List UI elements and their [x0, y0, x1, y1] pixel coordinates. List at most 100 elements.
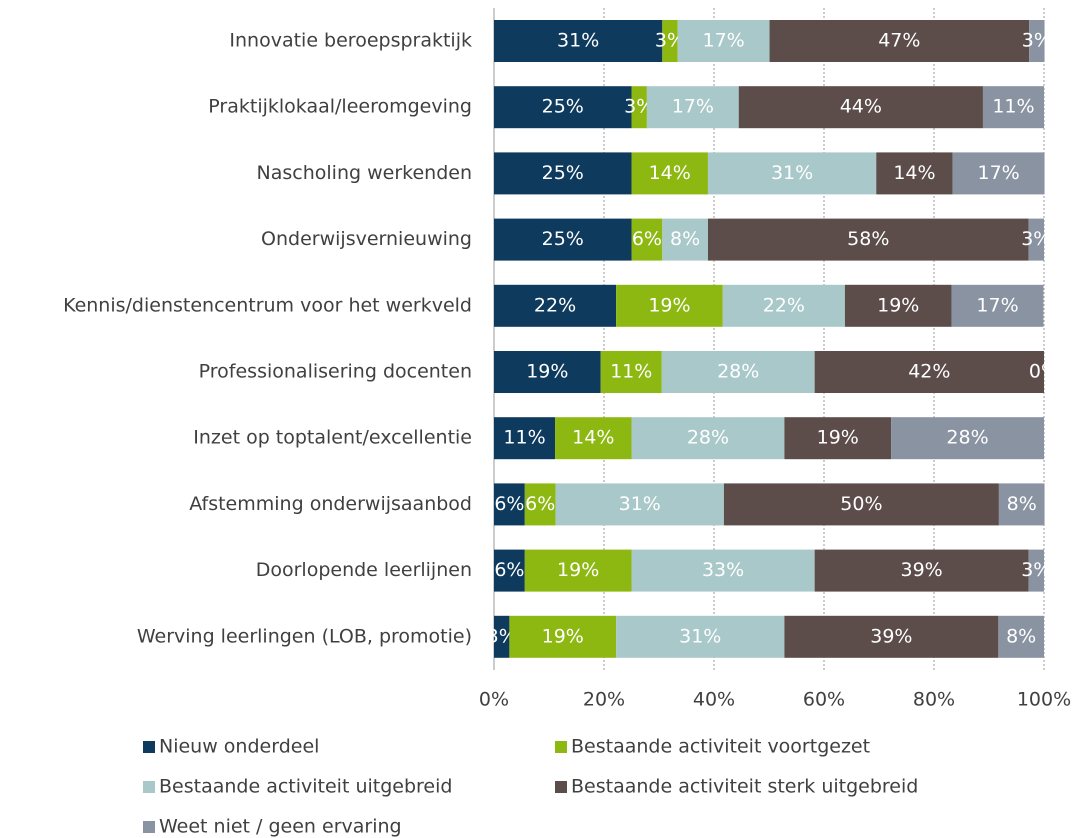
data-label: 50% — [840, 493, 882, 515]
bar-segment — [769, 20, 1030, 62]
bar-segment — [631, 86, 647, 129]
bar-segment — [494, 549, 525, 592]
data-label: 42% — [908, 361, 950, 383]
bar-segment — [555, 417, 632, 460]
data-label: 11% — [992, 96, 1034, 118]
y-tick-label: Inzet op toptalent/excellentie — [193, 427, 472, 449]
bar-segment — [661, 351, 815, 393]
data-label: 47% — [878, 30, 920, 52]
y-tick-label: Onderwijsvernieuwing — [261, 228, 472, 250]
bar-segment — [1028, 218, 1044, 261]
data-label: 31% — [679, 625, 721, 647]
bar-segment — [494, 20, 663, 62]
legend-swatch — [555, 741, 567, 753]
data-label: 31% — [771, 162, 813, 184]
data-label: 31% — [557, 30, 599, 52]
x-tick-label: 40% — [693, 689, 735, 711]
bar-segment — [494, 152, 632, 195]
bar-segment — [494, 86, 632, 129]
legend-label: Weet niet / geen ervaring — [159, 816, 402, 838]
bar-segment — [951, 284, 1044, 327]
data-label: 6% — [525, 493, 555, 515]
bar-segment — [814, 549, 1029, 592]
bar-segment — [982, 86, 1044, 129]
bar-segment — [707, 218, 1029, 261]
data-label: 19% — [542, 625, 584, 647]
data-label: 19% — [648, 294, 690, 316]
data-label: 22% — [534, 294, 576, 316]
legend-swatch — [143, 821, 155, 833]
data-label: 11% — [610, 361, 652, 383]
data-label: 19% — [526, 361, 568, 383]
data-label: 14% — [572, 427, 614, 449]
data-label: 11% — [503, 427, 545, 449]
legend-label: Bestaande activiteit voortgezet — [571, 736, 870, 758]
data-label: 28% — [687, 427, 729, 449]
bar-segment — [677, 20, 770, 62]
data-label: 19% — [557, 559, 599, 581]
data-label: 8% — [670, 228, 700, 250]
data-label: 19% — [817, 427, 859, 449]
bar-segment — [784, 417, 892, 460]
y-tick-label: Doorlopende leerlijnen — [256, 559, 472, 581]
data-label: 0% — [1029, 361, 1059, 383]
data-label: 14% — [649, 162, 691, 184]
data-label: 3% — [1021, 228, 1051, 250]
bar-segment — [631, 152, 708, 195]
data-label: 3% — [655, 30, 685, 52]
x-tick-label: 20% — [583, 689, 625, 711]
data-label: 22% — [763, 294, 805, 316]
bar-segment — [891, 417, 1044, 460]
bar-segment — [509, 615, 617, 658]
data-label: 19% — [877, 294, 919, 316]
data-label: 3% — [487, 625, 517, 647]
x-tick-label: 100% — [1017, 689, 1071, 711]
y-tick-label: Afstemming onderwijsaanbod — [189, 493, 472, 515]
bar-segment — [494, 615, 510, 658]
bar-segment — [600, 351, 662, 393]
bar-segment — [616, 284, 723, 327]
bar-segment — [494, 483, 525, 526]
data-label: 25% — [542, 96, 584, 118]
bar-segment — [738, 86, 983, 129]
legend-label: Bestaande activiteit sterk uitgebreid — [571, 776, 918, 798]
legend-swatch — [555, 781, 567, 793]
data-label: 58% — [847, 228, 889, 250]
x-tick-label: 80% — [913, 689, 955, 711]
data-label: 17% — [978, 162, 1020, 184]
bar-segment — [524, 549, 632, 592]
bar-segment — [1029, 20, 1045, 62]
data-label: 6% — [494, 559, 524, 581]
data-label: 39% — [901, 559, 943, 581]
bar-segment — [616, 615, 785, 658]
data-label: 28% — [946, 427, 988, 449]
data-label: 3% — [624, 96, 654, 118]
x-tick-label: 0% — [479, 689, 509, 711]
bar-segment — [524, 483, 556, 526]
data-label: 14% — [893, 162, 935, 184]
bar-segment — [494, 417, 556, 460]
x-tick-label: 60% — [803, 689, 845, 711]
data-label: 6% — [494, 493, 524, 515]
bar-segment — [722, 284, 845, 327]
legend-label: Bestaande activiteit uitgebreid — [159, 776, 452, 798]
bar-segment — [494, 218, 632, 261]
data-label: 17% — [703, 30, 745, 52]
bar-segment — [876, 152, 953, 195]
bar-segment — [707, 152, 877, 195]
legend-label: Nieuw onderdeel — [159, 736, 319, 758]
bar-segment — [646, 86, 739, 129]
y-tick-label: Nascholing werkenden — [257, 162, 472, 184]
y-tick-label: Professionalisering docenten — [199, 361, 472, 383]
data-label: 3% — [1022, 30, 1052, 52]
y-tick-label: Innovatie beroepspraktijk — [229, 30, 472, 52]
y-tick-label: Werving leerlingen (LOB, promotie) — [137, 625, 472, 647]
data-label: 33% — [702, 559, 744, 581]
data-label: 44% — [840, 96, 882, 118]
bar-segment — [844, 284, 952, 327]
legend-swatch — [143, 741, 155, 753]
legend-swatch — [143, 781, 155, 793]
bar-segment — [662, 218, 708, 261]
bar-segment — [723, 483, 999, 526]
